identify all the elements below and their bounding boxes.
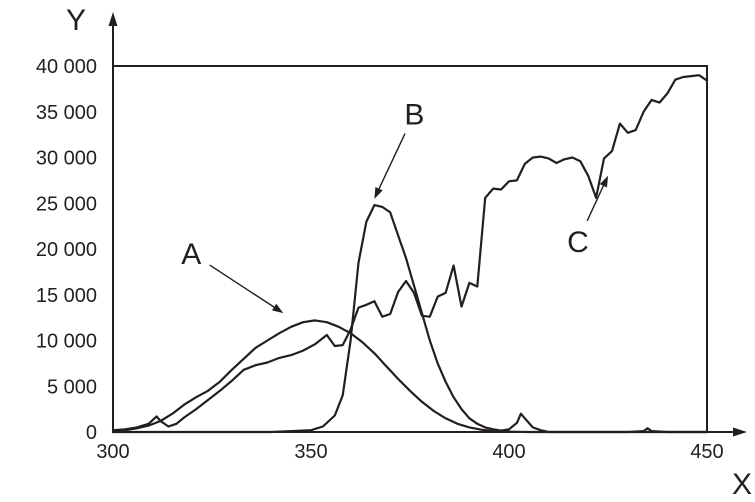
callout-label-a: A	[181, 238, 201, 271]
series-layer	[111, 74, 709, 434]
callout-label-c: C	[567, 226, 589, 259]
y-axis-title: Y	[66, 4, 86, 37]
callout-label-b: B	[404, 99, 424, 132]
x-tick-label: 400	[492, 441, 525, 463]
y-tick-label: 35 000	[36, 102, 97, 124]
y-tick-label: 15 000	[36, 285, 97, 307]
callouts: A B C	[181, 99, 608, 314]
x-tick-label: 350	[294, 441, 327, 463]
y-axis-arrow-icon	[108, 12, 118, 26]
series-line-c	[111, 74, 709, 432]
series-line-a	[111, 319, 709, 434]
x-tick-labels: 300 350 400 450	[96, 441, 723, 463]
y-tick-label: 30 000	[36, 148, 97, 170]
callout-arrowhead-icon	[374, 187, 383, 199]
series-line-b	[111, 204, 709, 434]
x-tick-label: 450	[690, 441, 723, 463]
x-axis-arrow-icon	[733, 427, 747, 437]
y-tick-label: 40 000	[36, 56, 97, 78]
callout-arrow-a	[209, 264, 282, 313]
y-tick-label: 10 000	[36, 331, 97, 353]
x-axis-title: X	[732, 468, 752, 501]
y-tick-label: 0	[86, 422, 97, 444]
callout-arrowhead-icon	[271, 303, 284, 314]
plot-frame	[112, 65, 708, 433]
y-tick-label: 5 000	[47, 376, 97, 398]
y-tick-label: 25 000	[36, 193, 97, 215]
callout-arrow-b	[374, 133, 406, 198]
y-tick-label: 20 000	[36, 239, 97, 261]
x-tick-label: 300	[96, 441, 129, 463]
callout-arrowhead-icon	[599, 175, 608, 188]
y-tick-labels: 0 5 000 10 000 15 000 20 000 25 000 30 000 35 0…	[36, 56, 97, 444]
